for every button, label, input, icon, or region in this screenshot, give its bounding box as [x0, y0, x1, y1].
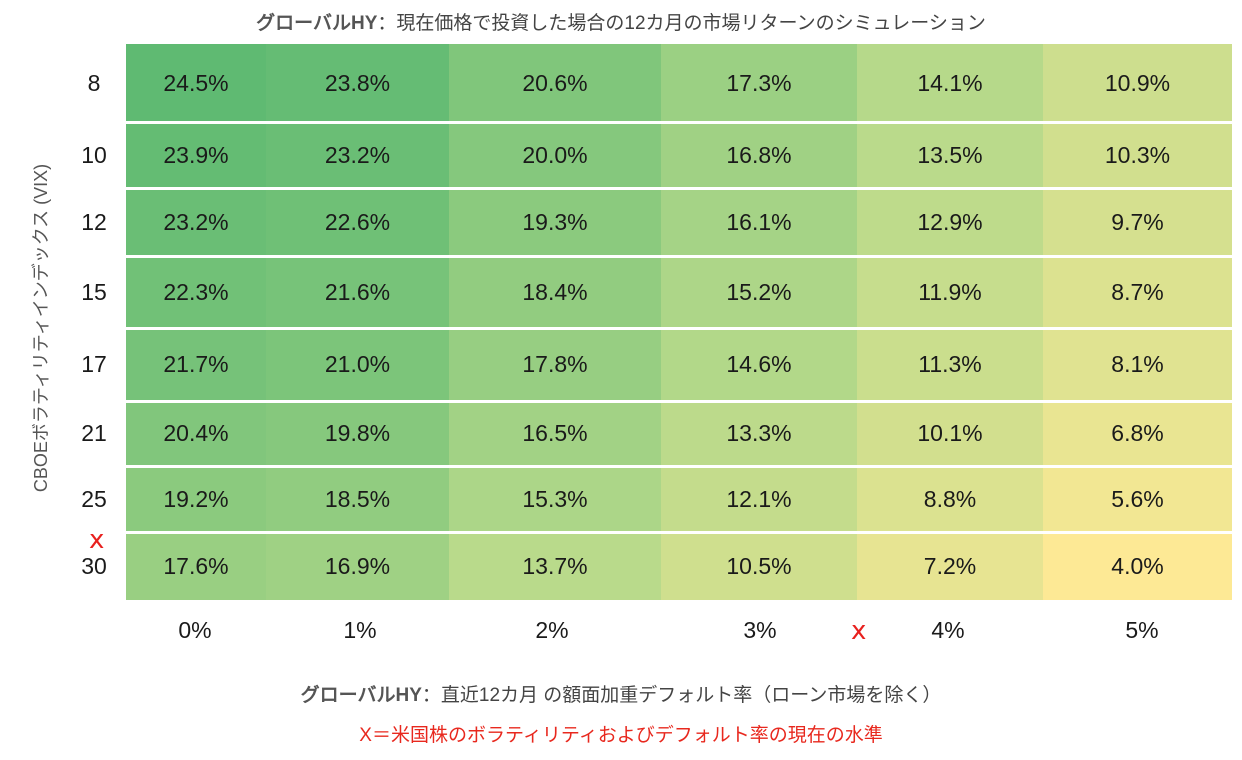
heatmap-cell: 16.8% [661, 122, 857, 188]
heatmap-cell: 19.2% [126, 466, 266, 532]
heatmap-cell: 10.1% [857, 401, 1043, 466]
heatmap-cell: 15.2% [661, 256, 857, 328]
heatmap-cell: 17.8% [449, 328, 661, 401]
y-tick-label: 21 [81, 420, 107, 446]
heatmap-cell: 6.8% [1043, 401, 1232, 466]
heatmap-cell: 23.2% [266, 122, 449, 188]
row-separator [126, 531, 1232, 534]
heatmap-cell: 10.3% [1043, 122, 1232, 188]
x-tick-label: 3% [743, 616, 777, 643]
row-separator [126, 400, 1232, 403]
heatmap-cell: 19.8% [266, 401, 449, 466]
x-axis-label-bold: グローバルHY [300, 685, 422, 706]
heatmap-cell: 20.4% [126, 401, 266, 466]
x-axis-label: グローバルHY：直近12カ月 の額面加重デフォルト率（ローン市場を除く） [0, 680, 1242, 707]
heatmap-cell: 13.5% [857, 122, 1043, 188]
heatmap-cell: 17.6% [126, 532, 266, 600]
heatmap-cell: 7.2% [857, 532, 1043, 600]
current-vix-marker: x [89, 525, 105, 555]
heatmap-cell: 11.3% [857, 328, 1043, 401]
x-tick-label: 0% [178, 616, 212, 643]
heatmap-cell: 8.7% [1043, 256, 1232, 328]
y-tick-label: 10 [81, 141, 107, 168]
y-tick-label: 15 [81, 278, 107, 305]
heatmap-cell: 22.3% [126, 256, 266, 328]
row-separator [126, 121, 1232, 124]
heatmap-cell: 16.9% [266, 532, 449, 600]
heatmap-cell: 21.7% [126, 328, 266, 401]
heatmap-cell: 20.6% [449, 44, 661, 122]
x-tick-label: 1% [343, 616, 377, 643]
y-tick-label: 17 [81, 351, 107, 377]
heatmap-cell: 12.9% [857, 188, 1043, 256]
heatmap-cell: 19.3% [449, 188, 661, 256]
y-tick-label: 30 [81, 552, 107, 579]
chart-title: グローバルHY：現在価格で投資した場合の12カ月の市場リターンのシミュレーション [0, 8, 1242, 34]
x-tick-label: 5% [1125, 616, 1159, 643]
marker-legend-note: X＝米国株のボラティリティおよびデフォルト率の現在の水準 [359, 725, 883, 746]
heatmap-cell: 15.3% [449, 466, 661, 532]
y-tick-label: 12 [81, 208, 107, 235]
heatmap-cell: 8.8% [857, 466, 1043, 532]
x-axis-label-rest: ：直近12カ月 の額面加重デフォルト率（ローン市場を除く） [421, 685, 942, 706]
heatmap-cell: 17.3% [661, 44, 857, 122]
heatmap-cell: 23.2% [126, 188, 266, 256]
heatmap-cell: 18.5% [266, 466, 449, 532]
heatmap-cell: 21.6% [266, 256, 449, 328]
row-separator [126, 255, 1232, 258]
y-tick-label: 8 [87, 69, 101, 96]
heatmap-cell: 14.1% [857, 44, 1043, 122]
heatmap-cell: 5.6% [1043, 466, 1232, 532]
heatmap-cell: 11.9% [857, 256, 1043, 328]
chart-title-rest: ：現在価格で投資した場合の12カ月の市場リターンのシミュレーション [377, 13, 986, 34]
heatmap-cell: 20.0% [449, 122, 661, 188]
heatmap-cell: 9.7% [1043, 188, 1232, 256]
heatmap-cell: 14.6% [661, 328, 857, 401]
heatmap-cell: 18.4% [449, 256, 661, 328]
heatmap-cell: 16.5% [449, 401, 661, 466]
chart-title-bold: グローバルHY [256, 13, 378, 34]
heatmap-cell: 21.0% [266, 328, 449, 401]
heatmap-cell: 16.1% [661, 188, 857, 256]
row-separator [126, 187, 1232, 190]
heatmap-cell: 4.0% [1043, 532, 1232, 600]
heatmap-cell: 12.1% [661, 466, 857, 532]
x-tick-label: 2% [535, 616, 569, 643]
y-axis-label: CBOEボラティリティインデックス (VIX) [31, 163, 51, 493]
heatmap-cell: 10.5% [661, 532, 857, 600]
y-tick-label: 25 [81, 485, 107, 512]
heatmap-cell: 23.9% [126, 122, 266, 188]
x-tick-label: 4% [931, 616, 965, 643]
heatmap-cell: 13.3% [661, 401, 857, 466]
heatmap-cell: 8.1% [1043, 328, 1232, 401]
heatmap-cell: 24.5% [126, 44, 266, 122]
heatmap-cell: 23.8% [266, 44, 449, 122]
heatmap-cell: 13.7% [449, 532, 661, 600]
current-default-rate-marker: x [851, 616, 867, 646]
row-separator [126, 327, 1232, 330]
heatmap-cell: 22.6% [266, 188, 449, 256]
heatmap-cell: 10.9% [1043, 44, 1232, 122]
row-separator [126, 465, 1232, 468]
